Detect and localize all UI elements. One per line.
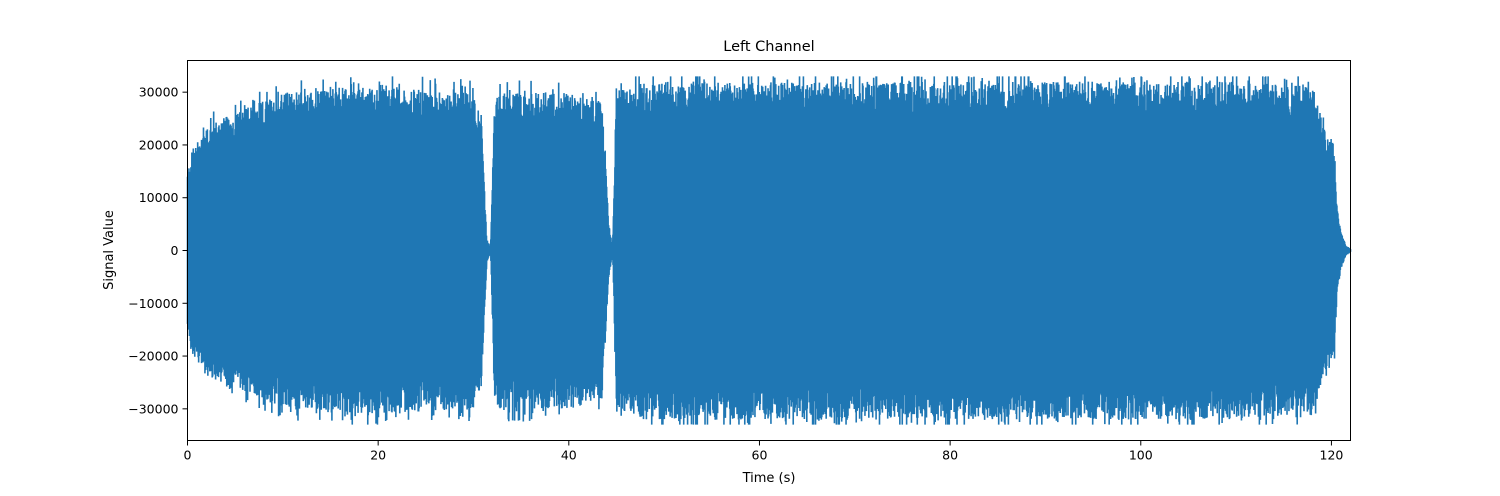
x-axis-label: Time (s) [742, 471, 796, 486]
x-tick-label: 0 [184, 448, 192, 463]
y-axis: −30000 −20000 −10000 0 10000 20000 30000 [128, 85, 188, 416]
y-tick-label: 0 [171, 243, 179, 258]
x-tick-label: 20 [370, 448, 386, 463]
x-tick-label: 60 [752, 448, 768, 463]
signal-layer [186, 76, 1352, 425]
y-tick-label: −30000 [128, 401, 178, 416]
x-tick-label: 100 [1129, 448, 1153, 463]
x-axis: 0 20 40 60 80 100 120 [184, 440, 1344, 463]
plot-frame [187, 60, 1351, 441]
x-tick-label: 40 [561, 448, 577, 463]
y-tick-label: 30000 [139, 85, 179, 100]
y-tick-label: 10000 [139, 190, 179, 205]
y-tick-label: −20000 [128, 349, 178, 364]
y-tick-label: 20000 [139, 137, 179, 152]
y-tick-label: −10000 [128, 296, 178, 311]
y-axis-label: Signal Value [102, 210, 117, 290]
x-tick-label: 80 [942, 448, 958, 463]
x-tick-label: 120 [1320, 448, 1344, 463]
chart-title: Left Channel [723, 39, 814, 55]
signal-line [186, 76, 1352, 425]
